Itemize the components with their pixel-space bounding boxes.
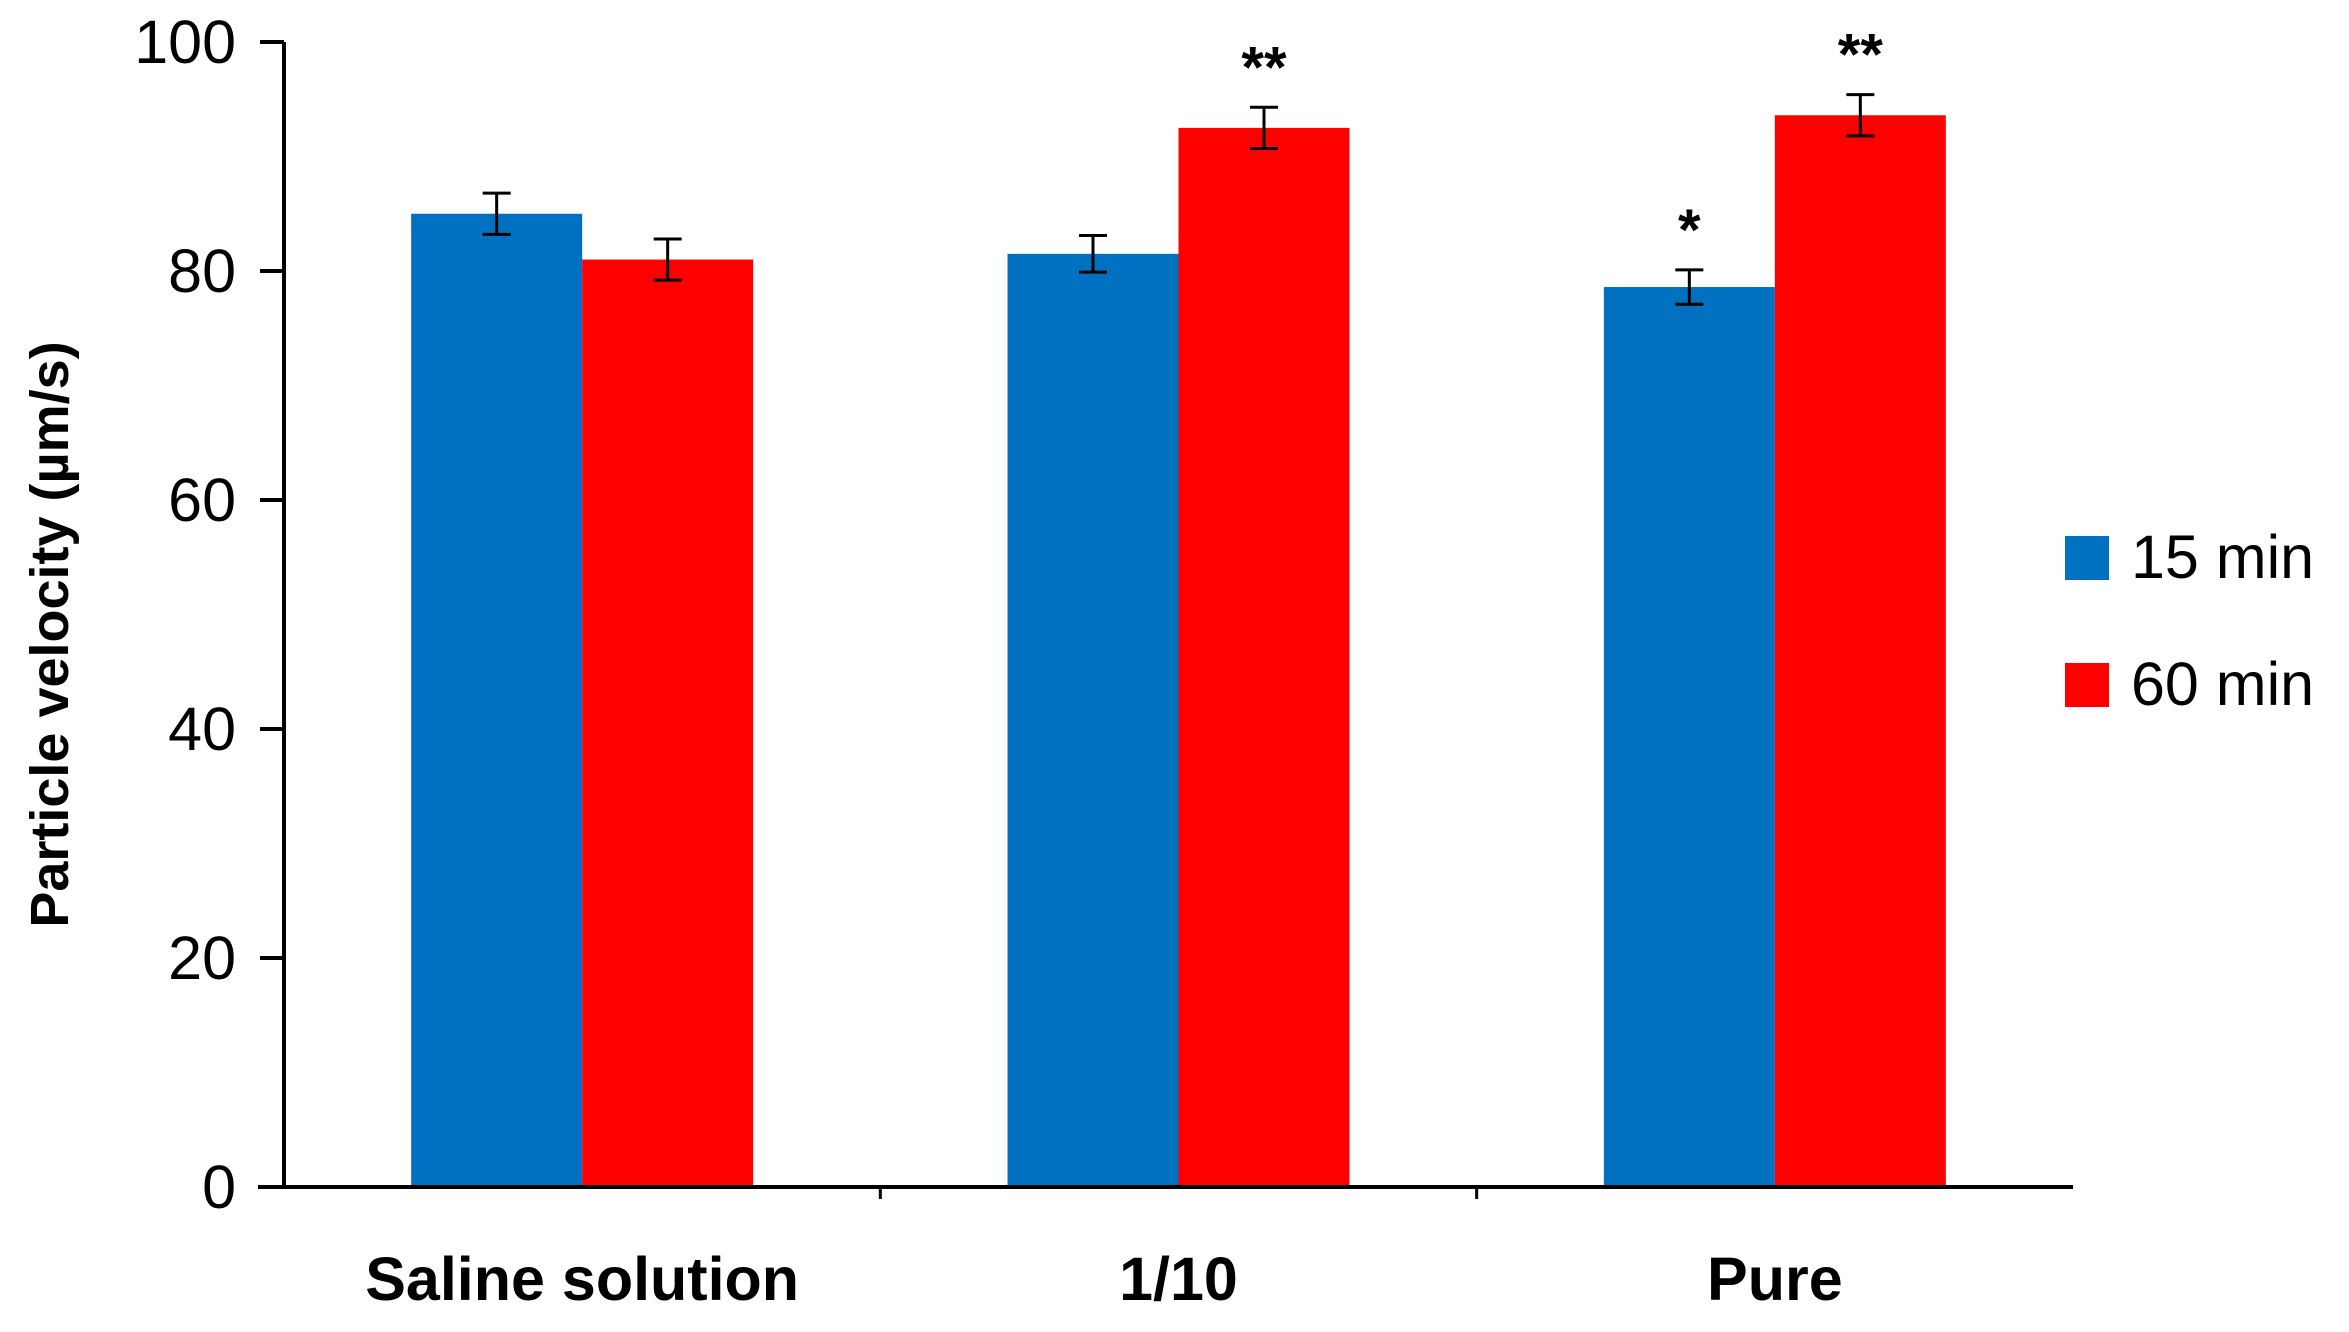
error-bars-layer <box>482 93 1875 306</box>
significance-label: ** <box>1241 35 1287 100</box>
bar-15-min-2 <box>1603 287 1775 1187</box>
x-category-label: 1/10 <box>1119 1245 1238 1313</box>
y-axis-title: Particle velocity (µm/s) <box>20 341 80 927</box>
y-tick-label: 40 <box>168 695 236 763</box>
y-tick-label: 60 <box>168 466 236 534</box>
legend: 15 min 60 min <box>2065 523 2314 718</box>
bars-layer <box>411 115 1946 1187</box>
y-tick-label: 100 <box>134 8 236 76</box>
legend-swatch-15-min <box>2065 536 2109 580</box>
labels-layer: Saline solution**1/10***Pure020406080100… <box>20 8 1883 1313</box>
bar-15-min-0 <box>411 213 583 1187</box>
bar-60-min-1 <box>1178 127 1350 1187</box>
y-tick-label: 0 <box>202 1153 236 1221</box>
legend-swatch-60-min <box>2065 663 2109 707</box>
y-tick-label: 20 <box>168 924 236 992</box>
bar-60-min-0 <box>582 259 754 1187</box>
x-category-label: Saline solution <box>365 1245 799 1313</box>
bar-15-min-1 <box>1007 253 1179 1187</box>
axes-layer <box>258 40 2073 1199</box>
y-tick-label: 80 <box>168 237 236 305</box>
significance-label: ** <box>1838 23 1884 88</box>
legend-label: 15 min <box>2131 523 2314 591</box>
x-category-label: Pure <box>1707 1245 1843 1313</box>
significance-label: * <box>1678 198 1701 263</box>
bar-60-min-2 <box>1774 115 1946 1187</box>
legend-label: 60 min <box>2131 650 2314 718</box>
